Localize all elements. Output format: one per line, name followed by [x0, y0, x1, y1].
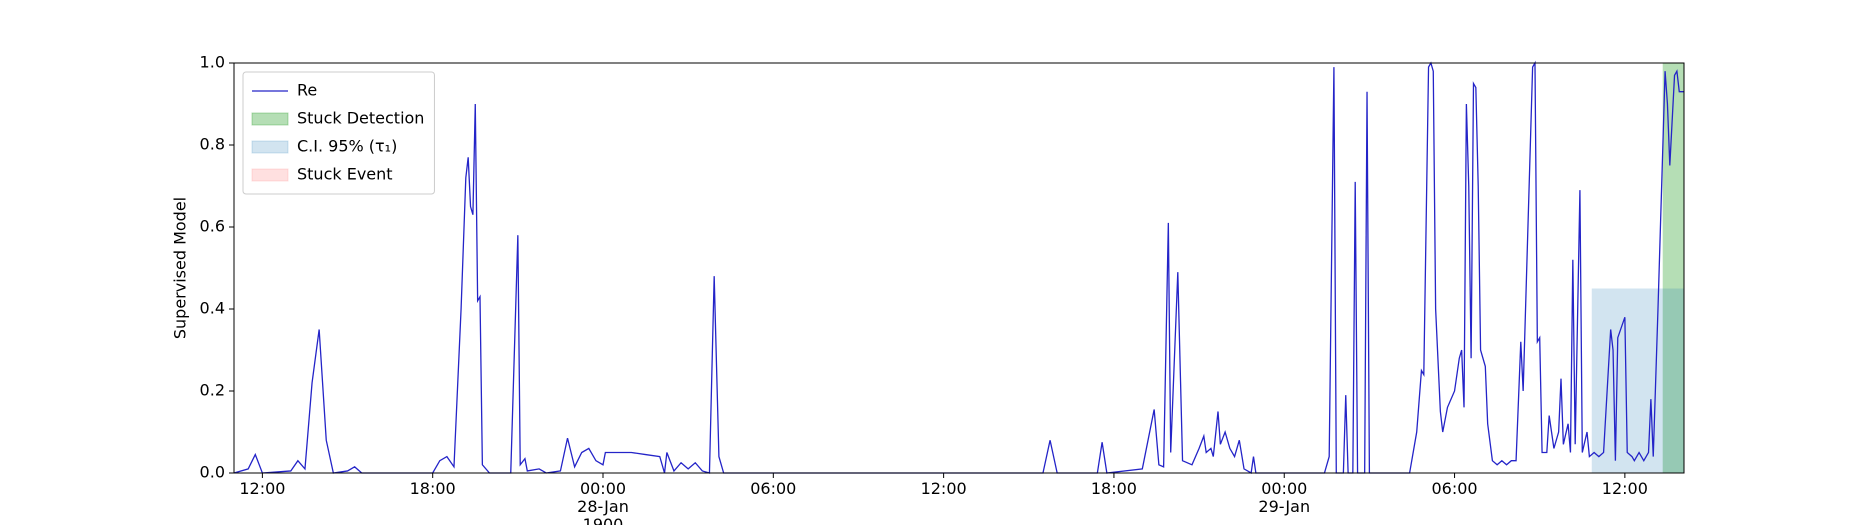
x-tick-label-line: 18:00 [410, 479, 456, 498]
data-line [233, 60, 1684, 475]
x-tick-label: 12:00 [921, 479, 967, 498]
x-tick-label: 18:00 [1091, 479, 1137, 498]
legend-label: Stuck Detection [297, 109, 424, 128]
x-tick-label-line: 29-Jan [1258, 497, 1310, 516]
legend-label: Re [297, 81, 317, 100]
y-tick-label: 0.4 [200, 299, 225, 318]
span [1662, 63, 1684, 473]
legend-box [242, 71, 435, 195]
x-tick-label: 18:00 [410, 479, 456, 498]
legend-label: Stuck Event [297, 165, 393, 184]
x-tick-label-line: 12:00 [239, 479, 285, 498]
x-tick-label: 06:00 [750, 479, 796, 498]
x-tick-label-line: 12:00 [921, 479, 967, 498]
y-axis-label: Supervised Model [171, 197, 190, 339]
y-tick-label: 0.8 [200, 135, 225, 154]
legend-patch [251, 112, 289, 126]
x-tick-label: 06:00 [1432, 479, 1478, 498]
legend: Re Stuck Detection C.I. 95% (τ₁) Stuck Even… [242, 71, 435, 195]
y-tick-label: 0.2 [200, 381, 225, 400]
x-tick-label-line: 18:00 [1091, 479, 1137, 498]
x-tick-label-line: 12:00 [1602, 479, 1648, 498]
y-tick-label: 0.6 [200, 217, 225, 236]
span [1591, 288, 1684, 473]
x-tick-label: 12:00 [1602, 479, 1648, 498]
x-tick-label-line: 1900 [583, 515, 624, 525]
x-tick-label-line: 06:00 [750, 479, 796, 498]
legend-label: C.I. 95% (τ₁) [297, 137, 397, 156]
y-tick-label: 0.0 [200, 463, 225, 482]
x-tick-label: 00:00 29-Jan [1258, 479, 1310, 516]
x-tick-label-line: 06:00 [1432, 479, 1478, 498]
x-tick-label: 12:00 [239, 479, 285, 498]
legend-patch [251, 168, 289, 182]
x-tick-label: 00:00 28-Jan 1900 [577, 479, 629, 525]
x-tick-label-line: 00:00 [580, 479, 626, 498]
legend-patch [251, 140, 289, 154]
x-tick-label-line: 28-Jan [577, 497, 629, 516]
y-tick-label: 1.0 [200, 53, 225, 72]
x-tick-label-line: 00:00 [1261, 479, 1307, 498]
axes-frame [233, 62, 1685, 474]
